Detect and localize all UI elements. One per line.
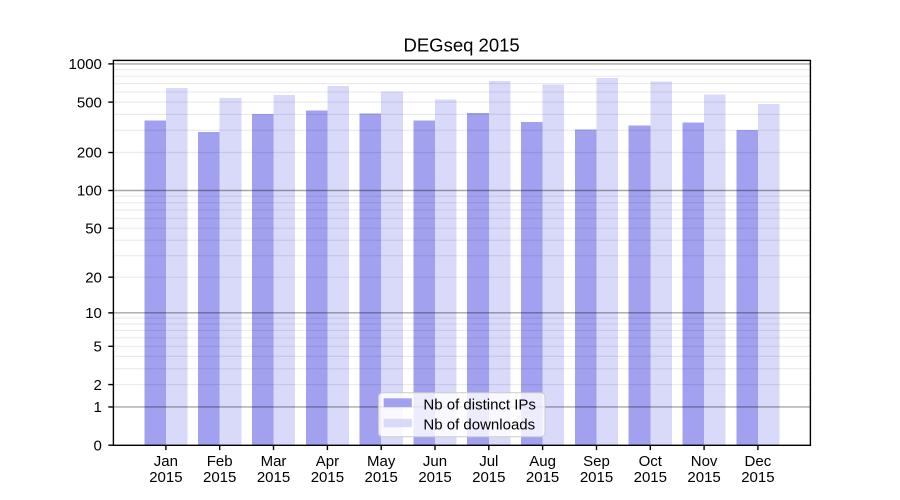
svg-text:2015: 2015 — [741, 469, 774, 486]
svg-text:Mar: Mar — [261, 453, 287, 470]
svg-text:10: 10 — [85, 305, 102, 322]
svg-text:Nb of downloads: Nb of downloads — [423, 417, 535, 434]
svg-text:200: 200 — [77, 145, 102, 162]
svg-text:2015: 2015 — [149, 469, 182, 486]
svg-text:2015: 2015 — [472, 469, 505, 486]
svg-text:Jun: Jun — [423, 453, 447, 470]
svg-text:Nb of distinct IPs: Nb of distinct IPs — [423, 396, 536, 413]
svg-text:Dec: Dec — [745, 453, 772, 470]
svg-text:DEGseq 2015: DEGseq 2015 — [403, 35, 519, 56]
svg-text:1000: 1000 — [69, 56, 102, 73]
svg-text:Jan: Jan — [154, 453, 178, 470]
svg-text:2015: 2015 — [634, 469, 667, 486]
svg-text:2015: 2015 — [418, 469, 451, 486]
svg-text:Aug: Aug — [529, 453, 556, 470]
svg-text:2015: 2015 — [365, 469, 398, 486]
svg-text:100: 100 — [77, 183, 102, 200]
svg-text:2015: 2015 — [526, 469, 559, 486]
svg-text:2015: 2015 — [687, 469, 720, 486]
svg-text:2015: 2015 — [311, 469, 344, 486]
svg-text:2015: 2015 — [203, 469, 236, 486]
svg-text:Sep: Sep — [583, 453, 610, 470]
svg-text:Jul: Jul — [479, 453, 498, 470]
svg-text:Nov: Nov — [691, 453, 718, 470]
svg-text:0: 0 — [94, 437, 102, 454]
svg-text:Oct: Oct — [639, 453, 663, 470]
svg-text:2015: 2015 — [257, 469, 290, 486]
svg-text:50: 50 — [85, 220, 102, 237]
svg-text:May: May — [367, 453, 396, 470]
svg-text:2015: 2015 — [580, 469, 613, 486]
svg-text:1: 1 — [94, 399, 102, 416]
svg-text:500: 500 — [77, 94, 102, 111]
svg-text:Apr: Apr — [316, 453, 339, 470]
svg-text:5: 5 — [94, 339, 102, 356]
svg-text:Feb: Feb — [207, 453, 233, 470]
svg-text:2: 2 — [94, 377, 102, 394]
svg-text:20: 20 — [85, 269, 102, 286]
